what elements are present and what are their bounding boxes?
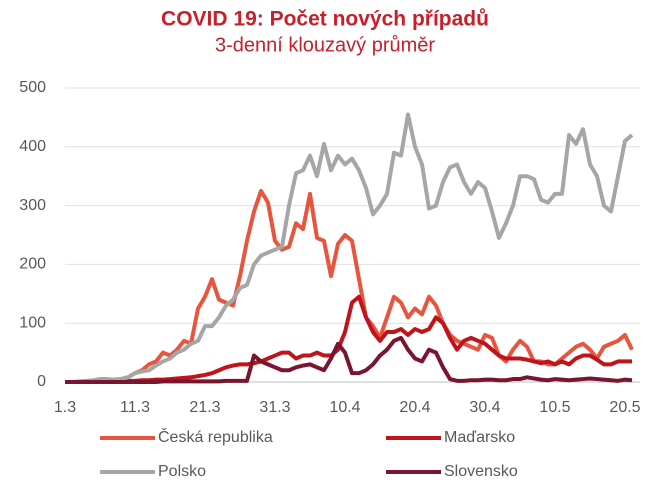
legend-label: Polsko [158, 463, 206, 480]
legend-label: Česká republika [158, 427, 273, 446]
legend-label: Slovensko [444, 463, 518, 480]
y-tick-label: 300 [19, 197, 46, 214]
y-tick-label: 200 [19, 256, 46, 273]
series-line [65, 188, 634, 384]
x-tick-label: 10.5 [539, 399, 570, 416]
y-tick-label: 400 [19, 138, 46, 155]
series-line [65, 112, 634, 384]
x-tick-label: 30.4 [469, 399, 500, 416]
x-tick-label: 20.4 [399, 399, 430, 416]
x-tick-label: 11.3 [120, 399, 150, 416]
x-tick-label: 21.3 [189, 399, 220, 416]
legend-label: Maďarsko [444, 429, 515, 446]
x-tick-label: 31.3 [259, 399, 290, 416]
x-tick-label: 20.5 [609, 399, 640, 416]
series-line [65, 335, 633, 384]
y-tick-label: 500 [19, 79, 46, 96]
x-tick-label: 10.4 [329, 399, 360, 416]
chart-title: COVID 19: Počet nových případů [161, 8, 489, 31]
y-tick-label: 100 [19, 314, 46, 331]
series-line [65, 294, 632, 384]
chart-subtitle: 3-denní klouzavý průměr [215, 34, 435, 56]
y-tick-label: 0 [37, 373, 46, 390]
x-tick-label: 1.3 [54, 399, 76, 416]
